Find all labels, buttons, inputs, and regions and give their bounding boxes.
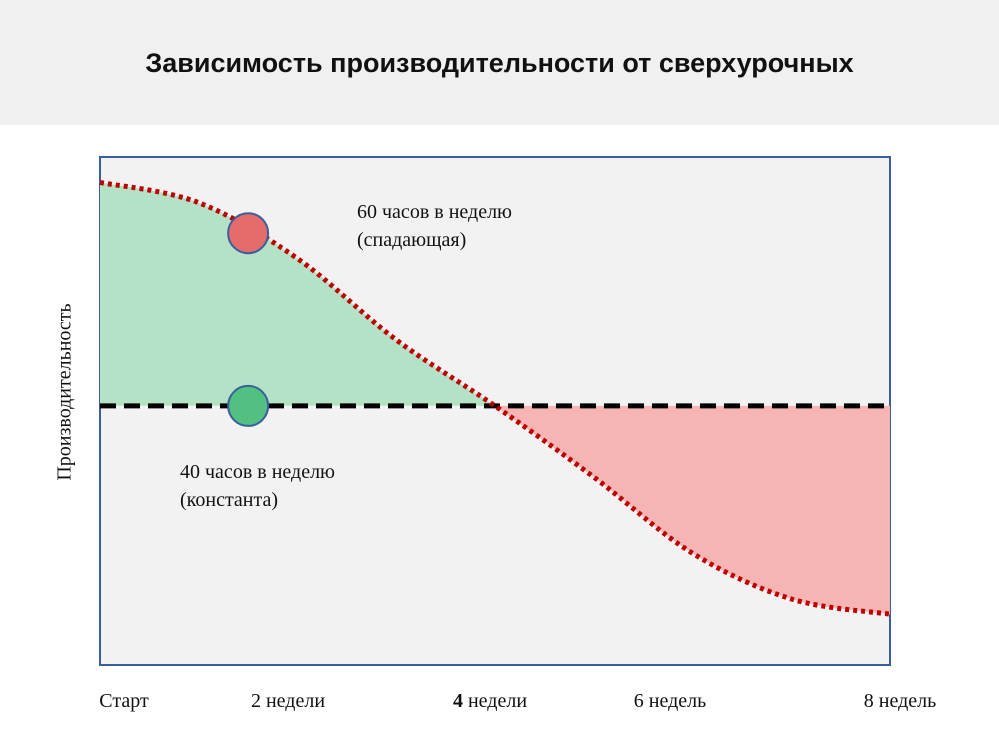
annotation-constant-line2: (константа) bbox=[180, 489, 279, 511]
annotation-falling-line1: 60 часов в неделю bbox=[357, 201, 512, 223]
marker-constant bbox=[227, 384, 270, 427]
y-axis-label: Производительность bbox=[53, 303, 76, 481]
x-tick-start: Старт bbox=[99, 690, 149, 712]
gain-area bbox=[100, 182, 495, 406]
marker-falling bbox=[227, 212, 270, 255]
x-tick-6: 6 недель bbox=[633, 690, 707, 712]
x-tick-8: 8 недель bbox=[863, 690, 937, 712]
annotation-falling-line2: (спадающая) bbox=[357, 229, 467, 251]
chart-title: Зависимость производительности от сверху… bbox=[145, 48, 854, 78]
x-tick-4: 4 недели bbox=[452, 690, 528, 712]
x-tick-2: 2 недели bbox=[250, 690, 326, 712]
title-bar bbox=[0, 0, 999, 125]
annotation-falling: 60 часов в неделю (спадающая) bbox=[357, 198, 512, 254]
annotation-constant-line1: 40 часов в неделю bbox=[180, 461, 335, 483]
loss-area bbox=[495, 405, 890, 615]
annotation-constant: 40 часов в неделю (константа) bbox=[180, 458, 335, 514]
